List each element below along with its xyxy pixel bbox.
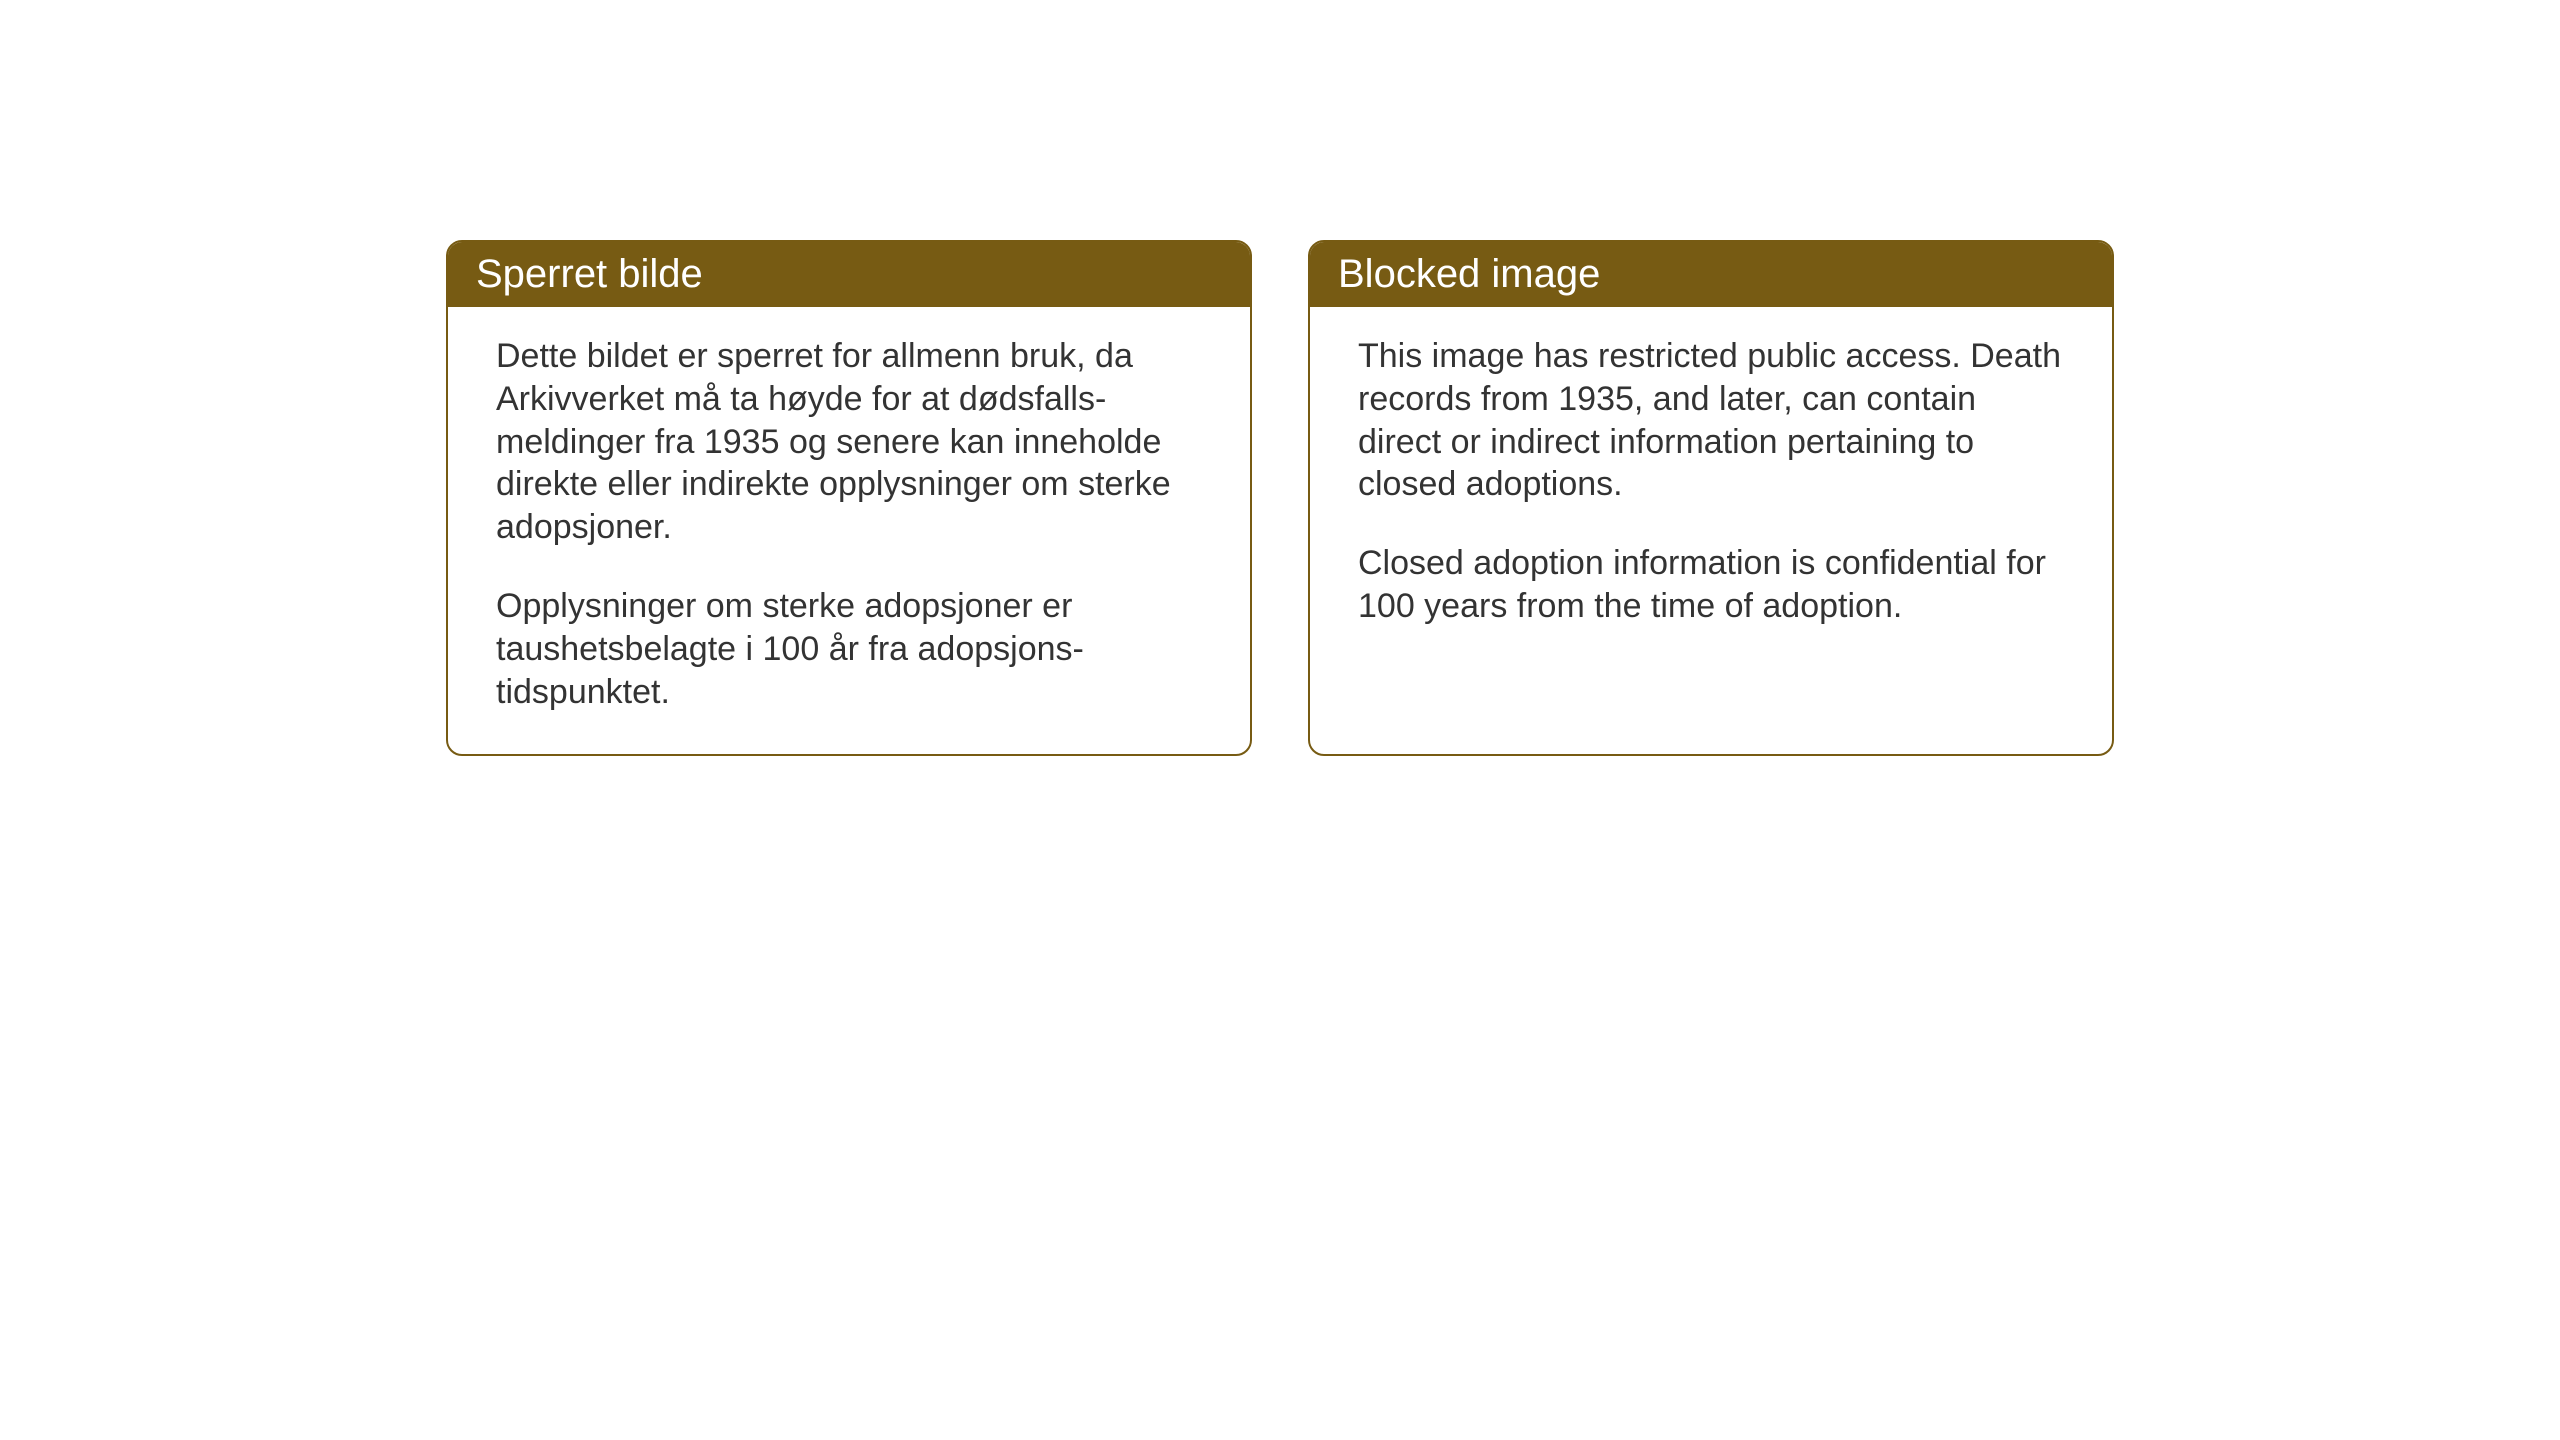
english-paragraph-2: Closed adoption information is confident… [1358, 542, 2064, 628]
info-cards-container: Sperret bilde Dette bildet er sperret fo… [446, 240, 2114, 756]
english-card: Blocked image This image has restricted … [1308, 240, 2114, 756]
english-paragraph-1: This image has restricted public access.… [1358, 335, 2064, 506]
norwegian-card-header: Sperret bilde [448, 242, 1250, 307]
norwegian-card-body: Dette bildet er sperret for allmenn bruk… [448, 307, 1250, 754]
english-card-title: Blocked image [1338, 252, 1600, 296]
english-card-header: Blocked image [1310, 242, 2112, 307]
norwegian-card-title: Sperret bilde [476, 252, 703, 296]
norwegian-paragraph-2: Opplysninger om sterke adopsjoner er tau… [496, 585, 1202, 713]
norwegian-card: Sperret bilde Dette bildet er sperret fo… [446, 240, 1252, 756]
norwegian-paragraph-1: Dette bildet er sperret for allmenn bruk… [496, 335, 1202, 549]
english-card-body: This image has restricted public access.… [1310, 307, 2112, 668]
